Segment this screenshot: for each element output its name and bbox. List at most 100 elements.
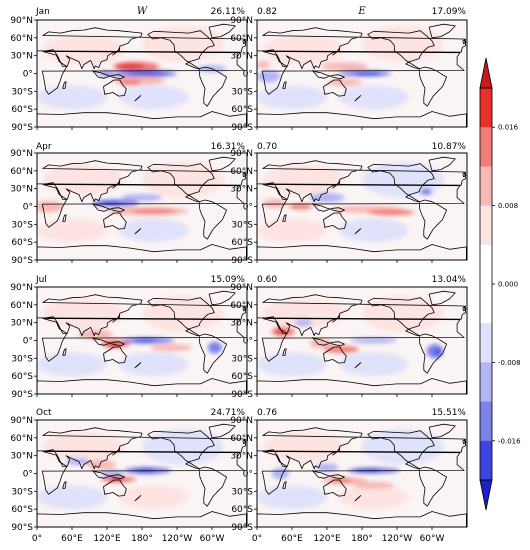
anomaly-contour [289, 203, 313, 210]
anomaly-contour [42, 34, 125, 65]
anomaly-contour [37, 485, 107, 510]
colorbar-segment [480, 244, 492, 285]
lat-tick-label: 60°S [11, 505, 33, 515]
lat-tick-label: 0° [23, 337, 33, 347]
w-percent: 26.11% [211, 7, 246, 17]
anomaly-contour [262, 298, 345, 329]
colorbar-extend-bottom [479, 479, 493, 511]
anomaly-contour [42, 164, 125, 195]
anomaly-contour [115, 63, 145, 70]
lat-tick-label: 30°S [231, 487, 253, 497]
lat-tick-label: 90°S [231, 256, 253, 266]
colorbar-tick-label: -0.016 [498, 437, 521, 445]
lat-tick-label: 60°S [231, 238, 253, 248]
anomaly-contour [338, 352, 409, 377]
lat-tick-label: 60°S [231, 105, 253, 115]
map-panel-w-jan [34, 19, 248, 130]
month-label: Jan [35, 7, 50, 17]
anomaly-contour [271, 467, 290, 480]
lat-tick-label: 30°S [231, 354, 253, 364]
e-percent: 17.09% [432, 7, 467, 17]
row-jan: Jan 26.11% 0.82 17.09% [35, 7, 466, 17]
anomaly-contour [257, 61, 270, 69]
lat-tick-label: 60°S [11, 372, 33, 382]
lat-tick-label: 0° [23, 70, 33, 80]
anomaly-contour [118, 218, 189, 243]
lat-tick-label: 90°N [230, 16, 253, 26]
lat-tick-label: 30°N [10, 185, 33, 195]
anomaly-contour [420, 188, 432, 196]
anomaly-contour [37, 352, 107, 377]
colorbar-segment [480, 205, 492, 246]
map-panel-e-jul [254, 286, 468, 397]
anomaly-contour [118, 79, 142, 86]
lon-tick-label: 120°W [162, 534, 193, 544]
colorbar-segment [480, 166, 492, 207]
coastline [257, 23, 467, 127]
lon-tick-label: 120°E [93, 534, 121, 544]
lat-tick-label: 60°N [230, 34, 253, 44]
lat-tick-label: 0° [243, 203, 253, 213]
lat-tick-label: 60°S [231, 505, 253, 515]
anomaly-contour [118, 352, 189, 377]
anomaly-contour [37, 200, 64, 213]
lon-tick-label: 120°W [382, 534, 413, 544]
lat-tick-label: 60°S [231, 372, 253, 382]
anomaly-contour [367, 209, 415, 216]
coastline [257, 156, 467, 260]
lat-tick-label: 90°N [10, 283, 33, 293]
lat-tick-label: 60°S [11, 105, 33, 115]
lat-tick-label: 90°S [11, 390, 33, 400]
coastline [257, 290, 467, 394]
anomaly-contour [262, 34, 345, 65]
anomaly-contour [257, 485, 327, 510]
row-apr: Apr 16.31% 0.70 10.87% [36, 142, 466, 152]
anomaly-contour [207, 341, 222, 354]
anomaly-contour [37, 218, 107, 243]
coastline [37, 156, 247, 260]
anomaly-contour [257, 70, 281, 83]
anomaly-contour [353, 481, 395, 489]
anomaly-contour [257, 352, 327, 377]
lat-tick-label: 90°N [10, 16, 33, 26]
anomaly-contour [262, 431, 345, 462]
anomaly-contour [42, 298, 125, 329]
lat-tick-label: 30°S [11, 87, 33, 97]
lat-tick-label: 0° [243, 470, 253, 480]
anomaly-contour [350, 337, 397, 344]
lat-tick-label: 90°S [11, 123, 33, 133]
anomaly-contour [321, 62, 368, 71]
lat-tick-label: 0° [243, 337, 253, 347]
lat-tick-label: 60°N [10, 301, 33, 311]
map-panel-e-apr [254, 152, 468, 263]
anomaly-contour [42, 431, 125, 462]
anomaly-contour [257, 85, 327, 110]
anomaly-contour [133, 338, 157, 343]
colorbar: 0.016 0.008 0.000 -0.008 -0.016 [479, 57, 521, 511]
anomaly-contour [257, 218, 327, 243]
colorbar-segment [480, 401, 492, 442]
anomaly-contour [262, 164, 345, 195]
lat-tick-label: 30°N [230, 452, 253, 462]
map-panel-w-jul [34, 286, 248, 397]
anomaly-contour [434, 349, 442, 356]
month-label: Oct [36, 408, 52, 418]
anomaly-contour [338, 218, 409, 243]
coastline [37, 290, 247, 394]
lon-tick-label: 180° [131, 534, 153, 544]
anomaly-contour [66, 458, 90, 466]
anomaly-contour [77, 329, 113, 340]
colorbar-segment [480, 323, 492, 363]
coastline [37, 23, 247, 127]
anomaly-contour [127, 71, 169, 76]
lat-tick-label: 90°N [230, 283, 253, 293]
correlation-value: 0.70 [257, 142, 277, 152]
anomaly-contour [294, 319, 313, 327]
lat-tick-label: 90°S [11, 256, 33, 266]
map-panel-e-jan [254, 19, 468, 130]
colorbar-segment [480, 88, 492, 128]
correlation-value: 0.60 [257, 275, 277, 285]
anomaly-contour [338, 85, 409, 110]
lat-tick-label: 0° [243, 70, 253, 80]
anomaly-contour [118, 85, 189, 110]
